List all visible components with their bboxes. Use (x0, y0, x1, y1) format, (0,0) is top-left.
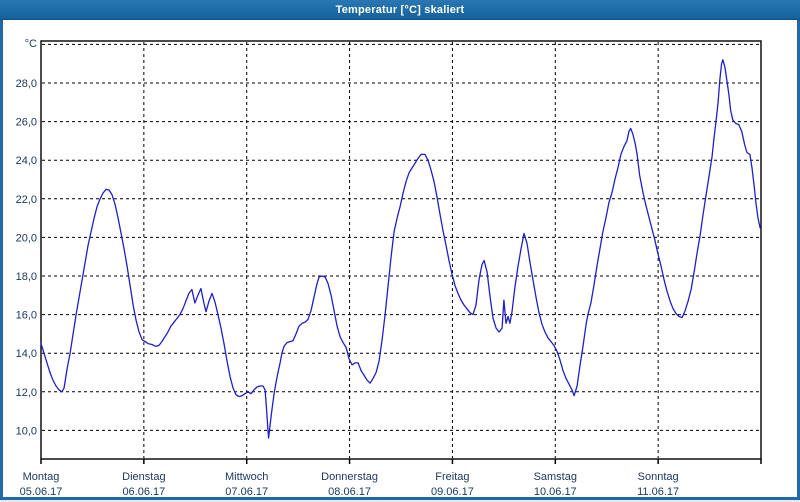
x-day-label: Mittwoch (225, 471, 268, 483)
window-title: Temperatur [°C] skaliert (335, 3, 465, 16)
y-tick-label: 16,0 (16, 310, 37, 322)
plot-border (40, 40, 762, 460)
x-date-label: 05.06.17 (20, 486, 63, 497)
y-axis-unit-label: °C (25, 38, 37, 50)
y-tick-label: 10,0 (16, 425, 37, 437)
y-tick-label: 28,0 (16, 78, 37, 90)
x-date-label: 09.06.17 (431, 486, 474, 497)
y-tick-label: 26,0 (16, 117, 37, 129)
x-date-label: 08.06.17 (328, 486, 371, 497)
chart-area: 28,0 26,0 24,0 22,0 20,0 18,0 16,0 14,0 12,0 10,0… (3, 20, 797, 498)
y-tick-label: 18,0 (16, 271, 37, 283)
window-titlebar[interactable]: Temperatur [°C] skaliert (0, 0, 800, 20)
y-tick-label: 20,0 (16, 232, 37, 244)
x-day-label: Sonntag (638, 471, 679, 483)
temperature-series-line (40, 59, 761, 439)
x-day-label: Samstag (534, 471, 577, 483)
y-tick-label: 12,0 (16, 387, 37, 399)
temperature-line-chart: 28,0 26,0 24,0 22,0 20,0 18,0 16,0 14,0 12,0 10,0… (16, 38, 762, 498)
x-date-label: 06.06.17 (122, 486, 165, 497)
y-tick-label: 22,0 (16, 194, 37, 206)
x-day-label: Freitag (435, 471, 469, 483)
y-tick-label: 14,0 (16, 348, 37, 360)
x-date-label: 07.06.17 (225, 486, 268, 497)
y-tick-label: 24,0 (16, 155, 37, 167)
x-date-label: 10.06.17 (534, 486, 577, 497)
x-day-label: Donnerstag (321, 471, 378, 483)
x-day-label: Dienstag (122, 471, 165, 483)
x-date-label: 11.06.17 (637, 486, 679, 497)
x-day-label: Montag (23, 471, 60, 483)
